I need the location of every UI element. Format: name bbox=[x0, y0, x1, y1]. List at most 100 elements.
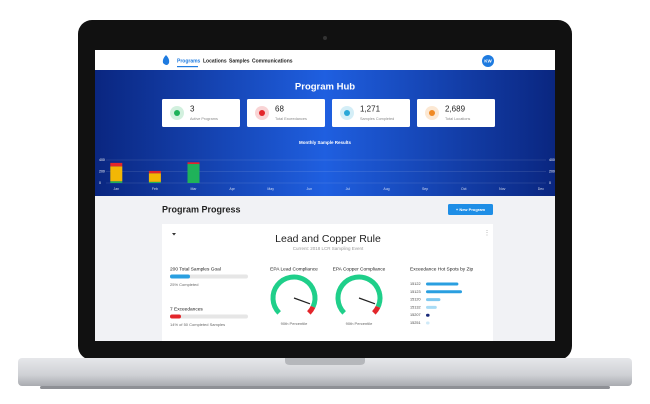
y-tick-label: 400 bbox=[99, 158, 105, 162]
gauge-note: 90th Percentile bbox=[281, 321, 308, 326]
gauge-note: 90th Percentile bbox=[346, 321, 373, 326]
notch bbox=[285, 358, 365, 365]
stat-icon-dot bbox=[344, 110, 350, 116]
gauge-title: EPA Lead Compliance bbox=[270, 266, 318, 272]
hotspot-bar bbox=[426, 290, 462, 294]
gauge-red bbox=[307, 305, 316, 315]
hotspot-bar bbox=[426, 298, 441, 302]
hotspot-bar bbox=[426, 321, 430, 325]
gauge-needle bbox=[293, 297, 311, 305]
gauge-needle bbox=[358, 297, 376, 305]
chart-title: Monthly Sample Results bbox=[299, 140, 352, 145]
logo[interactable] bbox=[162, 55, 170, 65]
stat-card[interactable] bbox=[417, 99, 495, 127]
hub-bg bbox=[95, 70, 555, 196]
stat-card[interactable] bbox=[162, 99, 240, 127]
nav-link[interactable]: Samples bbox=[229, 58, 250, 64]
camera bbox=[323, 36, 327, 40]
menu-dots[interactable]: ⋮ bbox=[484, 231, 490, 237]
zip-label: 15207 bbox=[410, 313, 421, 317]
stat-label: Total Exceedances bbox=[275, 117, 307, 121]
y-tick-label: 200 bbox=[99, 169, 105, 173]
exceed-fill bbox=[170, 314, 181, 319]
stat-icon-dot bbox=[174, 110, 180, 116]
stat-icon-dot bbox=[259, 110, 265, 116]
nav-link[interactable]: Programs bbox=[177, 58, 201, 64]
stat-value: 1,271 bbox=[360, 105, 381, 114]
goal-fill bbox=[170, 274, 190, 279]
screen: Programs Locations Samples Communication… bbox=[95, 50, 555, 341]
y-tick-label-right: 200 bbox=[549, 169, 555, 173]
goal: 200 Total Samples Goal bbox=[170, 266, 221, 272]
stat-card[interactable] bbox=[332, 99, 410, 127]
x-tick-label: Feb bbox=[152, 187, 158, 191]
zip-label: 15120 bbox=[410, 298, 421, 302]
bar-segment bbox=[187, 162, 200, 165]
bar-segment bbox=[110, 181, 123, 183]
hotspot-bar bbox=[426, 282, 459, 286]
hotspot-bar bbox=[426, 313, 430, 317]
stat-card[interactable] bbox=[247, 99, 325, 127]
section-title: Program Progress bbox=[162, 204, 241, 214]
bar-segment bbox=[148, 181, 161, 183]
zip-label: 15123 bbox=[410, 290, 421, 294]
x-tick-label: Jun bbox=[306, 187, 312, 191]
x-tick-label: Jan bbox=[113, 187, 119, 191]
avatar[interactable] bbox=[482, 55, 494, 67]
hotspots: 15122 15123 15120 15132 15207 15251 bbox=[410, 282, 462, 325]
chart: 0 0 200 200 400 400 Jan Feb Mar Apr May Jun Jul Aug Se… bbox=[99, 158, 555, 191]
zip-label: 15122 bbox=[410, 282, 421, 286]
card-subtitle: Current: 2018 LCR Sampling Event bbox=[293, 246, 364, 251]
collapse-caret[interactable] bbox=[172, 233, 176, 236]
card-title: Lead and Copper Rule bbox=[275, 233, 381, 245]
button-label: + New Program bbox=[456, 207, 486, 212]
gauge-title: EPA Copper Compliance bbox=[333, 266, 386, 272]
stat-value: 68 bbox=[275, 105, 284, 114]
stat-value: 3 bbox=[190, 105, 195, 114]
zip-label: 15251 bbox=[410, 321, 421, 325]
hotspot-bar bbox=[426, 305, 437, 309]
x-tick-label: Sep bbox=[422, 187, 428, 191]
exceed-note: 14% of 50 Completed Samples bbox=[170, 322, 225, 327]
x-tick-label: Dec bbox=[538, 187, 544, 191]
bar-segment bbox=[110, 162, 123, 167]
gauge-green bbox=[335, 274, 383, 315]
hotspots-title: Exceedance Hot Spots by Zip bbox=[410, 266, 474, 272]
nav-link[interactable]: Communications bbox=[252, 58, 293, 64]
bar-segment bbox=[110, 166, 123, 182]
goal-note: 25% Completed bbox=[170, 282, 198, 287]
base bbox=[18, 358, 632, 386]
cards: 3 Active Programs 68 Total Exceedances 1,271… bbox=[162, 99, 495, 127]
hub-title: Program Hub bbox=[295, 82, 355, 93]
y-tick-label-right: 0 bbox=[549, 181, 551, 185]
base-shadow bbox=[40, 386, 610, 389]
stat-icon-dot bbox=[429, 110, 435, 116]
x-tick-label: Aug bbox=[383, 187, 389, 191]
nav-bar bbox=[95, 50, 555, 70]
bar-segment bbox=[187, 164, 200, 183]
bar-segment bbox=[148, 170, 161, 174]
x-tick-label: May bbox=[267, 187, 274, 191]
gauge-red bbox=[372, 305, 381, 315]
x-tick-label: Nov bbox=[499, 187, 505, 191]
y-tick-label-right: 400 bbox=[549, 158, 555, 162]
gauges: EPA Lead Compliance 90th Percentile EPA Co… bbox=[270, 266, 386, 326]
exceed-track bbox=[170, 314, 248, 319]
stat-label: Active Programs bbox=[190, 117, 218, 121]
bar-segment bbox=[148, 173, 161, 182]
stat-value: 2,689 bbox=[445, 105, 466, 114]
stat-label: Total Locations bbox=[445, 117, 470, 121]
x-tick-label: Jul bbox=[346, 187, 351, 191]
x-tick-label: Mar bbox=[190, 187, 197, 191]
gauge-green bbox=[270, 274, 318, 315]
stat-label: Samples Completed bbox=[360, 117, 394, 121]
new-program-button[interactable] bbox=[448, 204, 493, 215]
nav-link[interactable]: Locations bbox=[203, 58, 227, 64]
x-tick-label: Apr bbox=[229, 187, 235, 191]
avatar-text: KW bbox=[484, 58, 492, 63]
nav-active bbox=[177, 66, 198, 68]
x-tick-label: Oct bbox=[461, 187, 466, 191]
exceedances: 7 Exceedances bbox=[170, 306, 203, 312]
